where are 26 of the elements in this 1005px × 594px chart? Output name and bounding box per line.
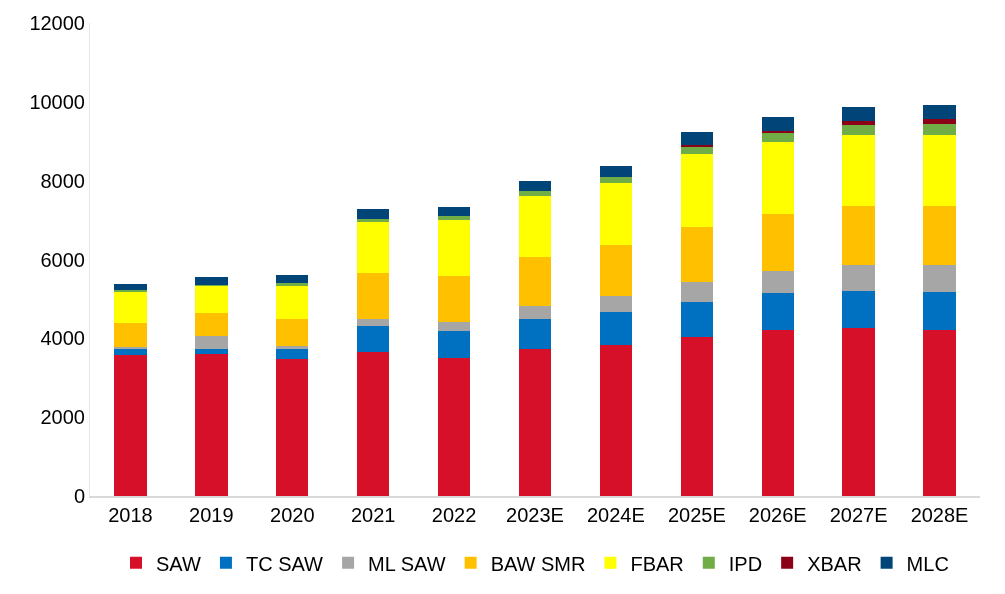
y-tick-label: 8000 bbox=[40, 169, 85, 192]
x-tick-label: 2024E bbox=[586, 504, 645, 526]
legend-label: ML SAW bbox=[368, 552, 446, 575]
x-tick-label: 2023E bbox=[506, 504, 564, 526]
legend-label: FBAR bbox=[630, 552, 684, 575]
x-tick-label: 2022 bbox=[431, 504, 477, 526]
x-tick-label: 2020 bbox=[270, 504, 315, 526]
x-tick-label: 2028E bbox=[910, 504, 969, 526]
legend-label: SAW bbox=[156, 552, 201, 575]
y-tick-label: 12000 bbox=[29, 12, 85, 34]
y-tick-label: 4000 bbox=[40, 327, 85, 350]
x-tick-label: 2018 bbox=[108, 504, 153, 526]
y-tick-label: 6000 bbox=[40, 248, 85, 271]
legend-label: TC SAW bbox=[245, 552, 324, 575]
x-tick-label: 2019 bbox=[189, 504, 234, 526]
legend-label: BAW SMR bbox=[490, 552, 586, 575]
x-tick-label: 2025E bbox=[667, 504, 726, 526]
legend-label: IPD bbox=[728, 552, 763, 575]
legend-label: XBAR bbox=[807, 552, 862, 575]
y-tick-label: 10000 bbox=[29, 90, 85, 113]
y-tick-label: 0 bbox=[73, 485, 85, 507]
x-tick-label: 2026E bbox=[748, 504, 807, 526]
x-tick-label: 2027E bbox=[829, 504, 888, 526]
x-tick-label: 2021 bbox=[350, 504, 396, 526]
legend-label: MLC bbox=[906, 552, 949, 575]
y-tick-label: 2000 bbox=[40, 406, 85, 429]
